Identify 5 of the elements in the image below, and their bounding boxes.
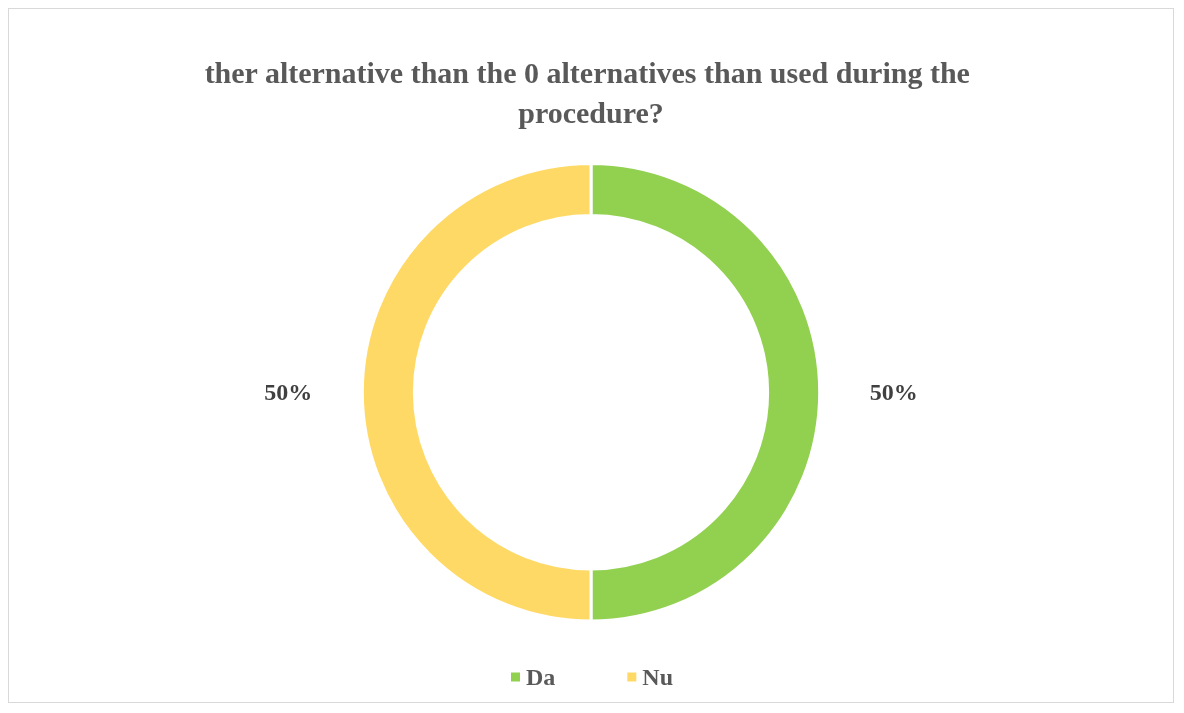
- legend-label: Da: [525, 664, 556, 690]
- data-label: 50%: [869, 379, 918, 406]
- chart-title: ther alternative than the 0 alternatives than used during the procedure?: [204, 55, 978, 129]
- legend-label: Nu: [642, 664, 674, 690]
- data-label: 50%: [264, 379, 313, 406]
